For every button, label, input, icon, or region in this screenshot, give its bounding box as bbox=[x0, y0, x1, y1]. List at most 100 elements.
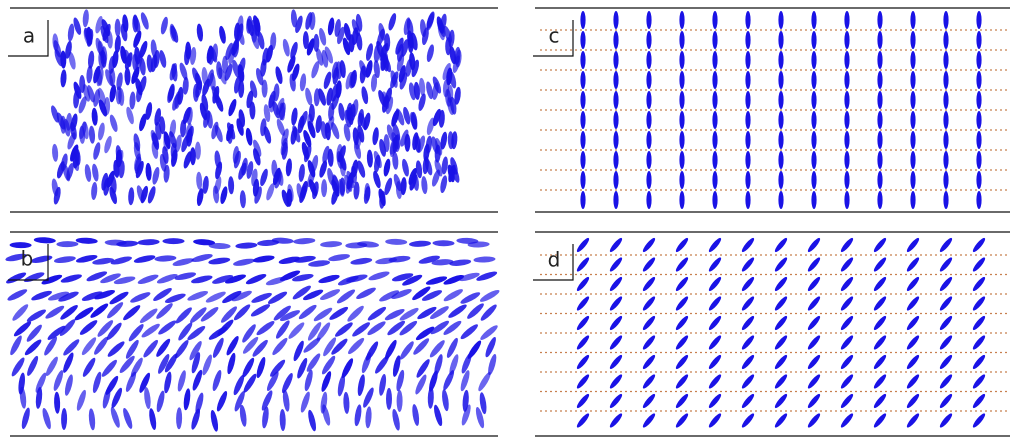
molecule bbox=[608, 256, 624, 273]
molecule bbox=[608, 314, 624, 331]
molecule bbox=[196, 23, 204, 42]
molecule bbox=[25, 308, 47, 324]
molecule bbox=[811, 151, 816, 169]
molecule bbox=[674, 392, 690, 409]
molecule bbox=[773, 373, 789, 390]
molecule bbox=[872, 373, 888, 390]
molecule bbox=[121, 407, 134, 430]
molecule bbox=[641, 412, 657, 429]
molecule bbox=[372, 127, 380, 146]
molecule bbox=[580, 131, 585, 149]
molecule bbox=[938, 275, 954, 292]
molecule bbox=[318, 160, 329, 179]
molecule bbox=[745, 51, 750, 69]
molecule bbox=[839, 256, 855, 273]
molecule bbox=[613, 111, 618, 129]
molecule bbox=[778, 71, 783, 89]
molecule bbox=[641, 334, 657, 351]
molecule bbox=[346, 304, 366, 324]
molecule bbox=[575, 412, 591, 429]
molecule bbox=[712, 131, 717, 149]
molecule bbox=[872, 412, 888, 429]
molecule bbox=[844, 131, 849, 149]
molecule bbox=[646, 171, 651, 189]
molecule bbox=[712, 171, 717, 189]
molecule bbox=[971, 256, 987, 273]
molecule bbox=[707, 275, 723, 292]
molecule bbox=[163, 238, 185, 244]
molecule bbox=[679, 51, 684, 69]
molecule bbox=[255, 356, 267, 379]
panel-label: c bbox=[549, 24, 560, 48]
molecule bbox=[580, 171, 585, 189]
molecule bbox=[839, 295, 855, 312]
molecule bbox=[350, 257, 373, 266]
molecule bbox=[674, 295, 690, 312]
molecule bbox=[259, 168, 270, 187]
molecules bbox=[540, 236, 1008, 429]
molecule bbox=[320, 370, 333, 393]
molecule bbox=[778, 51, 783, 69]
molecule bbox=[479, 288, 501, 304]
molecule bbox=[30, 254, 53, 264]
molecule bbox=[646, 191, 651, 209]
molecule bbox=[613, 171, 618, 189]
molecule bbox=[442, 287, 464, 303]
molecule bbox=[6, 287, 28, 302]
molecule bbox=[844, 91, 849, 109]
molecule bbox=[303, 369, 314, 392]
molecule bbox=[613, 31, 618, 49]
molecule bbox=[121, 303, 142, 322]
molecule bbox=[740, 256, 756, 273]
molecule bbox=[938, 314, 954, 331]
molecule bbox=[56, 241, 78, 247]
molecule bbox=[226, 352, 237, 375]
molecule bbox=[646, 71, 651, 89]
molecule bbox=[712, 111, 717, 129]
molecule bbox=[910, 31, 915, 49]
molecule bbox=[971, 314, 987, 331]
molecule bbox=[115, 19, 121, 37]
molecule bbox=[806, 334, 822, 351]
molecule bbox=[211, 369, 223, 392]
molecule bbox=[646, 51, 651, 69]
molecule bbox=[137, 273, 160, 286]
molecule bbox=[745, 151, 750, 169]
molecule bbox=[740, 373, 756, 390]
molecule bbox=[938, 373, 954, 390]
molecule bbox=[322, 71, 333, 90]
molecule bbox=[368, 270, 391, 282]
molecule bbox=[806, 236, 822, 253]
molecule bbox=[674, 236, 690, 253]
molecule bbox=[712, 51, 717, 69]
molecule bbox=[641, 275, 657, 292]
molecule bbox=[613, 131, 618, 149]
molecule bbox=[844, 11, 849, 29]
molecule bbox=[740, 334, 756, 351]
molecule bbox=[976, 31, 981, 49]
molecule bbox=[679, 171, 684, 189]
molecule bbox=[298, 164, 306, 183]
panel-c: c bbox=[533, 8, 1010, 212]
molecule bbox=[286, 189, 292, 207]
molecule bbox=[61, 351, 75, 374]
molecule bbox=[411, 336, 431, 356]
molecule bbox=[976, 91, 981, 109]
molecule bbox=[608, 353, 624, 370]
molecule bbox=[844, 151, 849, 169]
molecule bbox=[740, 353, 756, 370]
molecule bbox=[61, 408, 67, 430]
molecule bbox=[239, 404, 248, 427]
molecule bbox=[575, 334, 591, 351]
molecule bbox=[745, 131, 750, 149]
molecule bbox=[679, 71, 684, 89]
molecule bbox=[773, 295, 789, 312]
molecule bbox=[811, 51, 816, 69]
molecule bbox=[811, 91, 816, 109]
molecule bbox=[806, 412, 822, 429]
molecule bbox=[337, 102, 346, 121]
molecule bbox=[839, 275, 855, 292]
molecule bbox=[839, 412, 855, 429]
molecule bbox=[11, 302, 31, 322]
molecule bbox=[155, 390, 166, 413]
